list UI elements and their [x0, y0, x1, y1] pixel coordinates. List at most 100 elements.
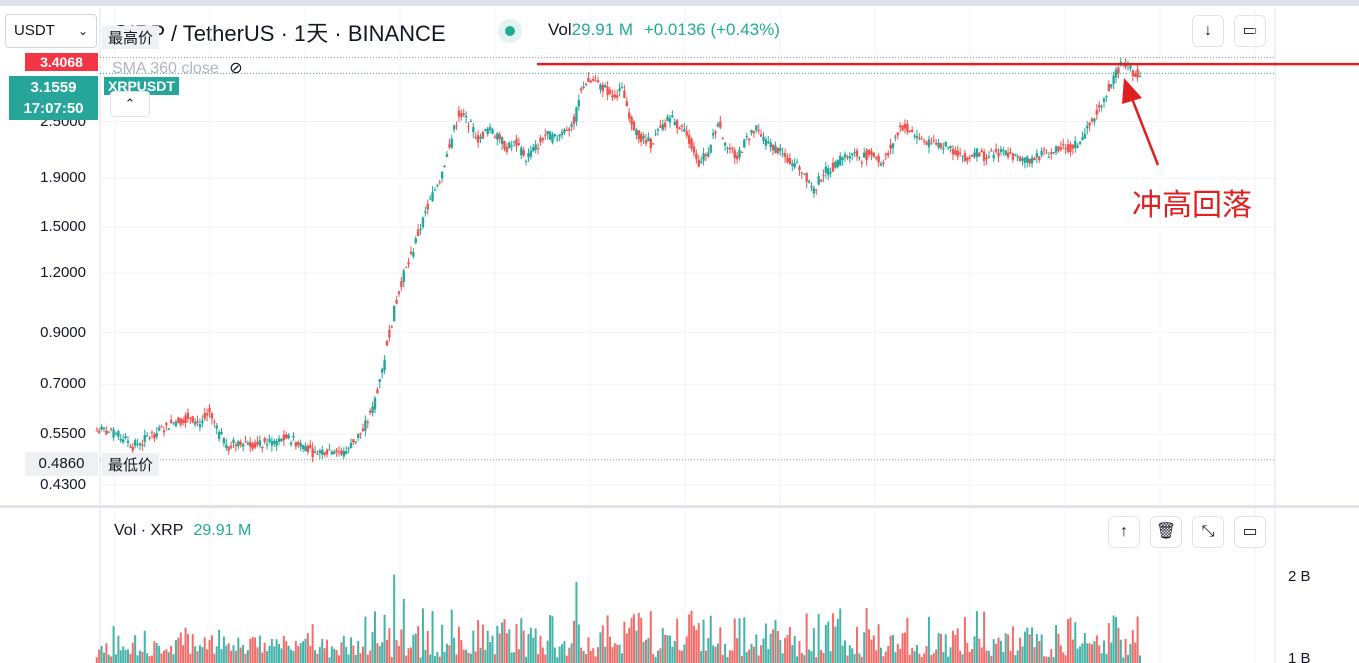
volume-bar [712, 645, 715, 663]
eye-off-icon[interactable]: ⊘ [229, 60, 243, 77]
candle-body [651, 143, 655, 145]
volume-bar [752, 646, 755, 663]
volume-bar [815, 657, 818, 663]
candle-body [311, 448, 314, 458]
volume-bar [676, 618, 679, 663]
volume-bar [913, 651, 916, 663]
volume-bar [206, 649, 209, 663]
sma-indicator-label[interactable]: SMA 360 close ⊘ [112, 58, 243, 78]
maximize-pane-button[interactable]: ▭ [1234, 516, 1266, 548]
volume-bar [527, 633, 530, 663]
candle-body [592, 78, 595, 81]
candle-body [795, 162, 799, 164]
candle-body [781, 153, 784, 155]
volume-bar [800, 653, 803, 663]
volume-bar [1100, 653, 1103, 663]
candle-body [395, 300, 398, 304]
candle-body [843, 154, 847, 158]
candle-body [683, 128, 686, 132]
candle-body [922, 140, 926, 142]
candle-body [100, 426, 103, 430]
volume-bar [311, 624, 314, 663]
candle-body [740, 151, 744, 153]
candle-body [383, 359, 386, 371]
symbol-title[interactable]: XRP / TetherUS · 1天 · BINANCE [120, 21, 446, 46]
candle-body [627, 112, 631, 119]
pane-separator[interactable] [0, 505, 1359, 508]
candle-body [215, 425, 218, 429]
candle-body [946, 146, 950, 148]
candle-body [678, 127, 681, 130]
candle-body [779, 147, 782, 152]
candle-body [1110, 84, 1113, 88]
candle-body [246, 442, 250, 445]
candle-body [277, 438, 281, 442]
chevron-down-icon: ⌄ [77, 24, 88, 38]
volume-bar [599, 632, 602, 663]
candle-body [992, 154, 995, 159]
volume-bar [551, 616, 554, 663]
candle-body [167, 428, 170, 430]
candle-body [270, 441, 274, 446]
currency-select[interactable]: USDT ⌄ [5, 14, 97, 48]
volume-bar [333, 648, 336, 663]
volume-bar [793, 635, 796, 663]
volume-bar [839, 608, 842, 663]
volume-bar [469, 653, 472, 663]
volume-bar [671, 646, 674, 663]
volume-bar [431, 611, 434, 663]
candle-body [529, 150, 533, 157]
volume-bar [472, 630, 475, 663]
candle-body [807, 180, 811, 183]
candle-body [563, 129, 566, 133]
collapse-indicators-button[interactable]: ⌃ [110, 91, 150, 117]
volume-bar [532, 637, 535, 663]
candle-body [150, 431, 154, 433]
candle-body [994, 148, 998, 152]
candle-body [105, 430, 108, 435]
volume-bar [740, 655, 743, 663]
delete-pane-button[interactable]: 🗑 [1150, 516, 1182, 548]
candle-body [623, 90, 626, 99]
candle-body [558, 134, 561, 137]
fullscreen-button[interactable]: ▭ [1234, 15, 1266, 47]
candle-body [160, 426, 163, 428]
candle-body [124, 436, 127, 439]
candle-body [148, 437, 151, 439]
candle-body [695, 153, 698, 160]
candle-body [460, 113, 463, 117]
candle-body [189, 417, 192, 419]
candle-body [390, 326, 393, 328]
volume-bar [575, 581, 578, 663]
reference-lines [100, 57, 1275, 461]
volume-bar [359, 653, 362, 663]
candle-body [239, 441, 242, 445]
volume-bar [644, 639, 647, 663]
collapse-pane-button[interactable]: ⤡ [1192, 516, 1224, 548]
candle-body [755, 125, 758, 131]
volume-bar [129, 653, 132, 663]
volume-bar [1115, 617, 1118, 663]
volume-bar [1059, 645, 1062, 663]
volume-bar [1050, 649, 1053, 663]
volume-bar [628, 627, 631, 663]
candle-body [380, 368, 384, 373]
volume-bar [769, 633, 772, 663]
download-button[interactable]: ↓ [1192, 15, 1224, 47]
volume-bar [263, 642, 266, 663]
candle-body [580, 88, 583, 91]
candle-body [448, 144, 451, 147]
candle-body [613, 94, 617, 98]
move-pane-up-button[interactable]: ↑ [1108, 516, 1140, 548]
candle-body [898, 125, 902, 128]
candle-body [985, 157, 988, 159]
volume-bar [448, 645, 451, 663]
volume-bar [1004, 633, 1007, 663]
volume-bar [505, 633, 508, 663]
volume-bar [1064, 655, 1067, 663]
candle-body [817, 176, 820, 185]
volume-bar [1045, 656, 1048, 663]
volume-pane-title: Vol · XRP 29.91 M [114, 522, 251, 540]
candle-body [517, 143, 521, 145]
